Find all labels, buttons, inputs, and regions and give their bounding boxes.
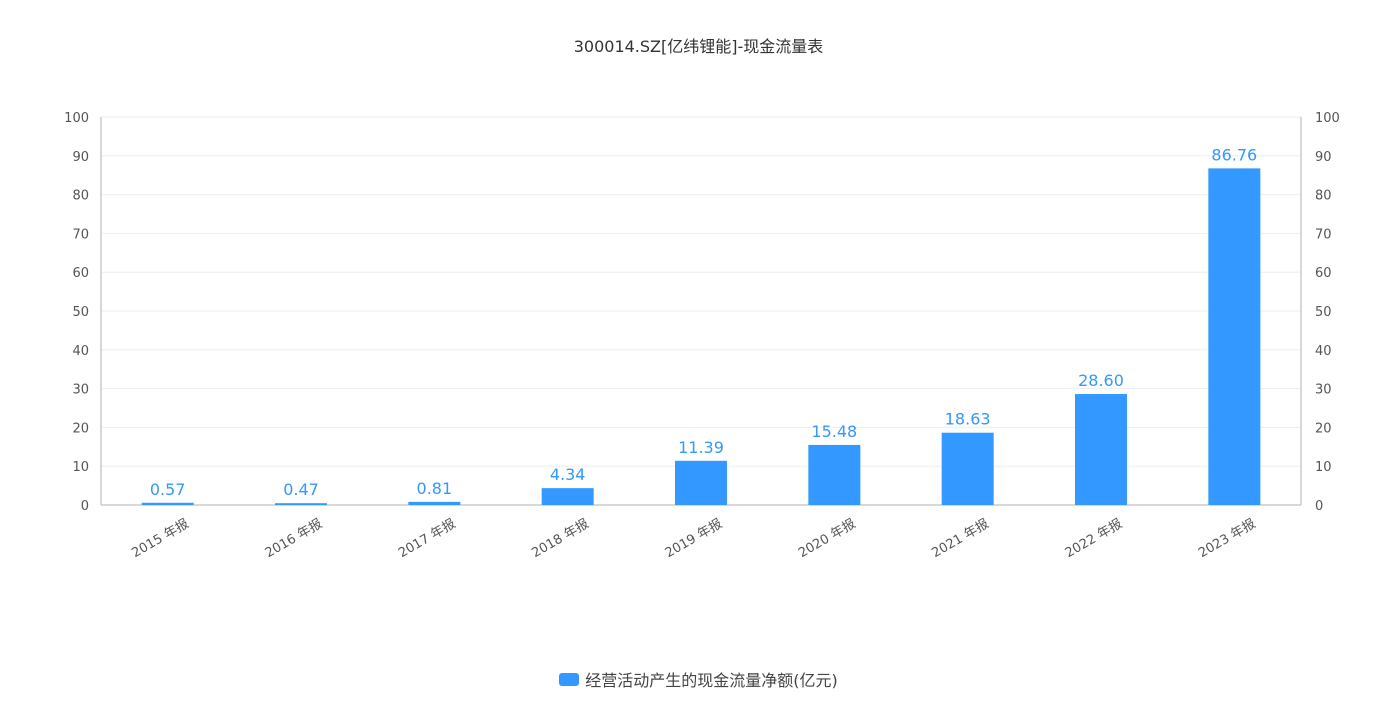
- x-tick-label: 2018 年报: [529, 516, 591, 561]
- data-label: 0.81: [417, 479, 453, 498]
- y-tick-label-right: 20: [1315, 421, 1332, 436]
- x-tick-label: 2017 年报: [396, 516, 458, 561]
- y-tick-label-left: 80: [72, 189, 89, 204]
- data-label: 0.47: [283, 480, 319, 499]
- legend-swatch: [559, 672, 580, 686]
- legend-label: 经营活动产生的现金流量净额(亿元): [585, 671, 838, 690]
- y-tick-label-left: 100: [64, 111, 89, 126]
- bar: [408, 501, 461, 505]
- bar: [675, 460, 727, 505]
- x-tick-label: 2022 年报: [1063, 516, 1125, 561]
- chart-title: 300014.SZ[亿纬锂能]-现金流量表: [573, 37, 824, 56]
- y-tick-label-right: 40: [1315, 344, 1332, 359]
- x-tick-label: 2015 年报: [129, 516, 191, 561]
- y-tick-label-left: 10: [72, 460, 89, 475]
- legend[interactable]: 经营活动产生的现金流量净额(亿元): [0, 667, 1397, 691]
- y-tick-label-left: 70: [72, 227, 89, 242]
- y-tick-label-left: 60: [72, 266, 89, 281]
- y-tick-label-left: 40: [72, 344, 89, 359]
- y-tick-label-right: 70: [1315, 227, 1332, 242]
- y-tick-label-left: 30: [72, 383, 89, 398]
- data-label: 28.60: [1078, 371, 1124, 390]
- x-tick-label: 2016 年报: [263, 516, 325, 561]
- bar: [141, 502, 194, 505]
- y-tick-label-right: 100: [1315, 111, 1340, 126]
- x-tick-label: 2019 年报: [663, 516, 725, 561]
- data-label: 86.76: [1211, 145, 1257, 164]
- data-label: 11.39: [678, 438, 724, 457]
- data-label: 18.63: [945, 410, 991, 429]
- y-tick-label-right: 90: [1315, 150, 1332, 165]
- y-tick-label-right: 0: [1315, 499, 1323, 514]
- y-tick-label-right: 50: [1315, 305, 1332, 320]
- y-tick-label-right: 10: [1315, 460, 1332, 475]
- bar: [808, 444, 861, 505]
- bar: [1208, 168, 1261, 505]
- y-tick-label-left: 0: [81, 499, 89, 514]
- x-tick-label: 2021 年报: [929, 516, 991, 561]
- bar: [941, 432, 994, 505]
- bar: [275, 503, 327, 505]
- y-tick-label-left: 20: [72, 421, 89, 436]
- y-tick-label-right: 80: [1315, 189, 1332, 204]
- data-label: 15.48: [811, 422, 857, 441]
- data-label: 0.57: [150, 480, 186, 499]
- y-tick-label-right: 60: [1315, 266, 1332, 281]
- x-tick-label: 2020 年报: [796, 516, 858, 561]
- bar: [541, 488, 594, 505]
- bar: [1075, 394, 1127, 505]
- y-tick-label-left: 50: [72, 305, 89, 320]
- data-label: 4.34: [550, 465, 586, 484]
- x-tick-label: 2023 年报: [1196, 516, 1258, 561]
- y-tick-label-left: 90: [72, 150, 89, 165]
- y-tick-label-right: 30: [1315, 383, 1332, 398]
